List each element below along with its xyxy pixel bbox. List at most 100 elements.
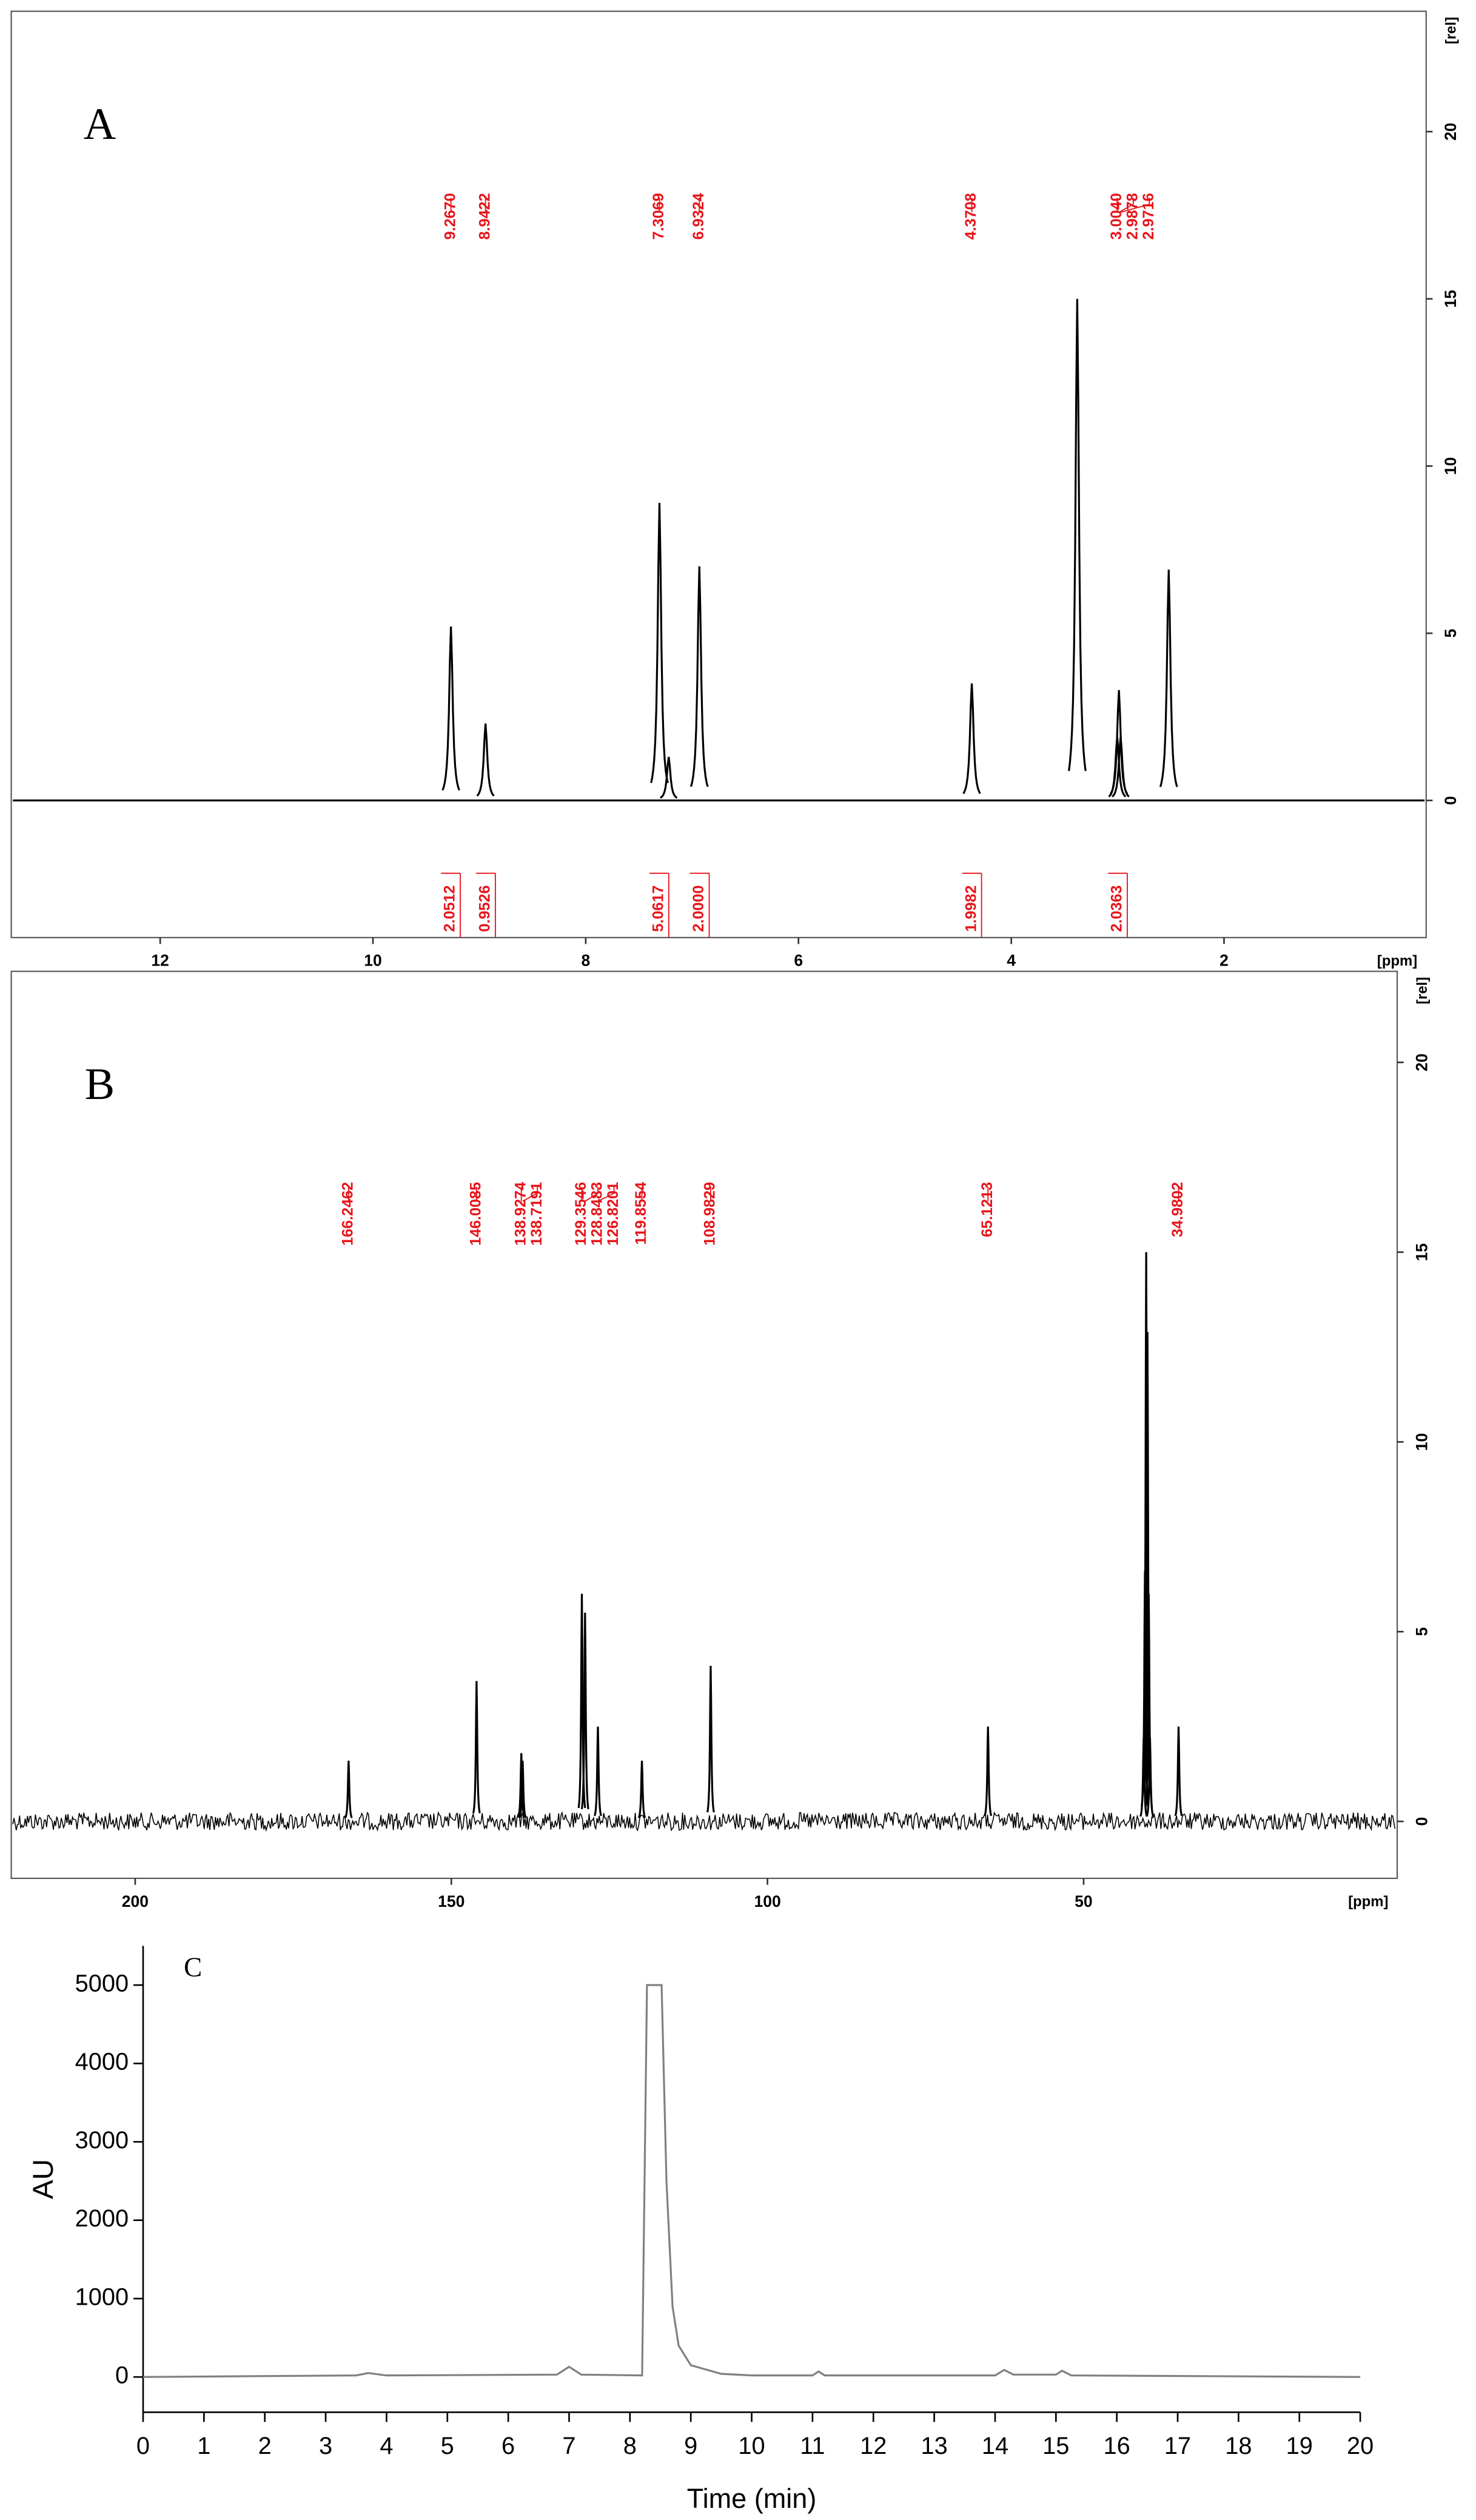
peak [344,1761,353,1818]
peak-label: 129.3546 [572,1182,589,1246]
peak [660,756,678,799]
y-tick-label: 0 [1441,796,1460,805]
integral-bracket [1108,872,1128,938]
y-tick-label: 10 [1441,457,1460,475]
peak [1109,690,1129,795]
peak [1174,1726,1183,1816]
integral-label: 1.9982 [962,885,979,932]
x-tick-label: 2 [1219,952,1229,970]
integral-label: 2.0363 [1109,885,1125,932]
peak [476,723,495,797]
x-tick-label: 16 [1104,2433,1130,2459]
integral-label: 2.0000 [690,885,707,932]
y-tick-label: 10 [1413,1433,1431,1451]
y-tick-label: 5 [1413,1627,1431,1636]
x-tick-label: 8 [582,952,591,970]
peak-label: 146.0085 [468,1182,485,1246]
peak-label: 2.9878 [1124,193,1141,240]
integral-bracket [962,872,982,938]
baseline-noise [12,1811,1396,1832]
x-tick-label: 12 [860,2433,887,2459]
integral-bracket [476,872,496,938]
x-tick-label: 3 [319,2433,332,2459]
y-tick-label: 5000 [75,1971,129,1997]
panel-label: B [85,1060,115,1109]
y-axis-label: [rel] [1414,977,1431,1004]
x-tick-label: 4 [1007,952,1016,970]
peak [1068,298,1087,771]
x-tick-label: 18 [1225,2433,1252,2459]
x-tick-label: 150 [438,1892,465,1910]
peak [518,1761,527,1818]
peak [650,503,669,784]
peak-label: 6.9324 [690,193,707,240]
integral-bracket [649,872,669,938]
y-tick-label: 5 [1441,629,1460,638]
y-tick-label: 2000 [75,2205,129,2232]
integral-bracket [689,872,710,938]
x-tick-label: 10 [364,952,381,970]
peak [472,1681,481,1813]
peak-label: 166.2462 [340,1182,357,1246]
peak [594,1726,602,1816]
x-axis-label: [ppm] [1377,953,1417,969]
peak-label: 3.0040 [1108,193,1125,240]
x-tick-label: 20 [1347,2433,1374,2459]
x-tick-label: 17 [1164,2433,1191,2459]
y-tick-label: 15 [1441,290,1460,307]
peak-label: 138.9274 [512,1182,529,1246]
y-tick-label: 1000 [75,2283,129,2310]
plot-frame [10,10,1427,938]
panel-label: C [184,1952,202,1983]
peak [1159,570,1178,787]
y-tick-label: 20 [1413,1053,1431,1071]
integral-label: 2.0512 [441,885,458,932]
y-tick-label: 0 [115,2362,129,2389]
peak [1146,1738,1155,1817]
peak [962,683,981,795]
y-tick-label: 4000 [75,2049,129,2075]
x-tick-label: 13 [921,2433,947,2459]
y-tick-label: 20 [1441,123,1460,140]
y-tick-label: 3000 [75,2127,129,2154]
x-tick-label: 19 [1286,2433,1313,2459]
x-tick-label: 10 [738,2433,765,2459]
x-tick-label: 5 [441,2433,454,2459]
x-tick-label: 7 [562,2433,575,2459]
x-tick-label: 2 [258,2433,272,2459]
x-tick-label: 8 [623,2433,637,2459]
x-tick-label: 6 [502,2433,515,2459]
x-tick-label: 14 [982,2433,1008,2459]
peak-label: 65.1213 [979,1182,996,1237]
peak-label: 4.3708 [962,193,979,240]
x-tick-label: 1 [197,2433,210,2459]
peak [1112,736,1130,798]
peak-label: 128.8483 [589,1182,606,1246]
peak [517,1753,526,1818]
x-tick-label: 50 [1075,1892,1092,1910]
peak-label: 126.8201 [605,1182,622,1246]
x-tick-label: 4 [380,2433,393,2459]
panel-label: A [84,99,116,149]
x-tick-label: 0 [136,2433,150,2459]
peak-label: 9.2670 [441,193,458,240]
x-axis-label: [ppm] [1348,1893,1388,1910]
peak [580,1612,589,1810]
peak [984,1726,993,1816]
y-axis-label: AU [27,2159,59,2199]
integral-label: 5.0617 [650,885,667,932]
peak-label-connector [522,1186,538,1202]
peak-label-connector [1118,198,1134,213]
x-tick-label: 100 [754,1892,780,1910]
peak [577,1593,586,1809]
peak [441,627,460,791]
x-tick-label: 12 [151,952,169,970]
peak-label: 108.9829 [702,1182,719,1246]
chromatogram-line [143,1984,1361,2378]
peak-label: 138.7191 [528,1182,545,1246]
y-tick-label: 15 [1413,1243,1431,1261]
x-tick-label: 11 [800,2433,825,2459]
peak-label-connector [585,1186,599,1202]
